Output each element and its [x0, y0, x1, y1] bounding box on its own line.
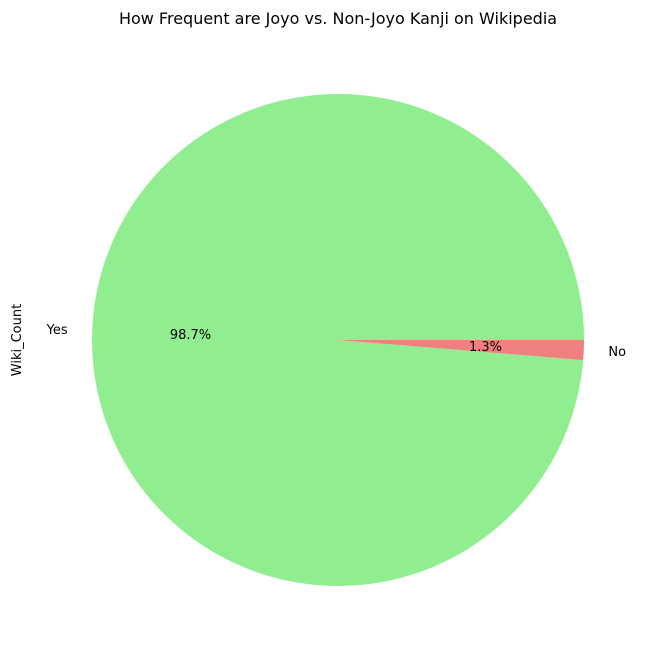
pie-slices — [92, 94, 585, 587]
slice-label-yes: Yes — [46, 323, 68, 338]
slice-percent-yes: 98.7% — [170, 328, 211, 343]
chart-title: How Frequent are Joyo vs. Non-Joyo Kanji… — [119, 9, 557, 28]
slice-percent-no: 1.3% — [469, 340, 502, 355]
pie-slice-yes — [92, 94, 585, 587]
pie-labels: Yes 98.7% No 1.3% — [46, 323, 626, 360]
y-axis-label: Wiki_Count — [10, 304, 25, 376]
slice-label-no: No — [608, 345, 626, 360]
pie-slice-no — [338, 340, 584, 361]
